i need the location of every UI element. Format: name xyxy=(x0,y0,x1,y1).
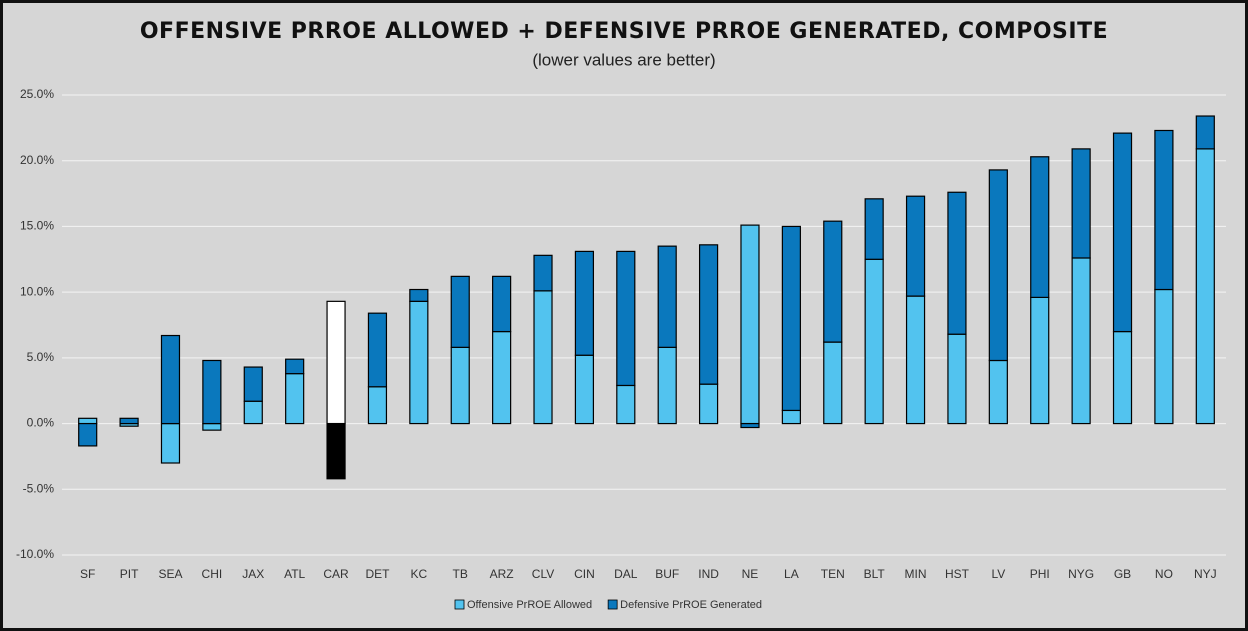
bar-segment xyxy=(119,417,139,425)
bar-segment xyxy=(823,341,843,425)
bar-segment xyxy=(492,330,512,425)
bar-segment xyxy=(492,275,512,333)
bar-segment xyxy=(1030,156,1050,298)
y-tick-label: 20.0% xyxy=(20,153,54,167)
bar-segment xyxy=(202,422,222,431)
x-tick-label: GB xyxy=(1114,567,1131,581)
x-tick-label: LV xyxy=(991,567,1005,581)
chart-title: OFFENSIVE PRROE ALLOWED + DEFENSIVE PRRO… xyxy=(140,19,1108,44)
bar-segment xyxy=(1030,296,1050,425)
bar-segment xyxy=(160,422,181,464)
bar-segment xyxy=(78,417,98,425)
x-tick-label: DET xyxy=(365,567,390,581)
bar-segment xyxy=(781,225,801,412)
x-tick-label: ATL xyxy=(284,567,305,581)
bar-segment xyxy=(1195,115,1215,150)
x-tick-label: JAX xyxy=(242,567,264,581)
bar-segment xyxy=(988,169,1008,362)
x-tick-label: MIN xyxy=(905,567,927,581)
bar-segment xyxy=(450,275,470,348)
x-tick-label: PHI xyxy=(1030,567,1050,581)
x-tick-label: DAL xyxy=(614,567,638,581)
bar-segment xyxy=(1195,148,1215,425)
bar-segment xyxy=(574,250,595,356)
x-tick-label: LA xyxy=(784,567,799,581)
bar-segment xyxy=(326,422,346,480)
y-tick-label: -5.0% xyxy=(23,481,55,495)
x-tick-label: CHI xyxy=(202,567,223,581)
x-tick-label: CIN xyxy=(574,567,595,581)
bar-segment xyxy=(1112,330,1133,425)
x-tick-label: SEA xyxy=(158,567,182,581)
bar-segment xyxy=(740,422,760,429)
x-tick-label: NYG xyxy=(1068,567,1094,581)
bar-segment xyxy=(78,422,98,447)
x-tick-label: NE xyxy=(742,567,759,581)
bar-segment xyxy=(905,195,926,297)
bar-segment xyxy=(781,409,801,425)
y-tick-label: 15.0% xyxy=(20,219,54,233)
x-tick-label: NO xyxy=(1155,567,1173,581)
bar-segment xyxy=(574,354,595,425)
x-tick-label: IND xyxy=(698,567,719,581)
x-tick-label: PIT xyxy=(120,567,139,581)
bar-segment xyxy=(285,373,305,425)
bar-segment xyxy=(202,359,222,425)
x-tick-label: TB xyxy=(453,567,468,581)
legend-label: Offensive PrROE Allowed xyxy=(467,599,592,611)
x-tick-label: BLT xyxy=(864,567,886,581)
bar-segment xyxy=(367,312,388,388)
bar-segment xyxy=(740,224,760,425)
bar-segment xyxy=(1071,257,1091,425)
y-tick-label: 0.0% xyxy=(27,416,55,430)
bar-segment xyxy=(367,386,388,425)
bar-segment xyxy=(616,250,636,387)
chart-subtitle: (lower values are better) xyxy=(532,50,715,69)
bar-segment xyxy=(243,366,263,402)
bar-segment xyxy=(326,300,346,425)
bar-segment xyxy=(1154,288,1174,425)
bar-segment xyxy=(450,346,470,425)
x-tick-label: ARZ xyxy=(490,567,514,581)
bar-segment xyxy=(864,258,884,425)
x-tick-label: CLV xyxy=(532,567,554,581)
y-tick-label: 25.0% xyxy=(20,87,54,101)
bar-segment xyxy=(285,358,305,375)
x-tick-label: NYJ xyxy=(1194,567,1217,581)
y-tick-label: -10.0% xyxy=(16,547,54,561)
bar-segment xyxy=(409,288,429,302)
bar-segment xyxy=(409,300,429,425)
bar-segment xyxy=(698,244,719,385)
bar-segment xyxy=(1154,129,1174,291)
x-tick-label: TEN xyxy=(821,567,845,581)
bar-segment xyxy=(1112,132,1133,333)
bar-segment xyxy=(533,254,553,292)
legend-swatch xyxy=(607,599,618,610)
x-tick-label: BUF xyxy=(655,567,679,581)
bar-segment xyxy=(160,334,181,425)
bar-segment xyxy=(533,290,553,425)
x-tick-label: CAR xyxy=(323,567,349,581)
bar-segment xyxy=(905,295,926,425)
x-tick-label: HST xyxy=(945,567,970,581)
bar-segment xyxy=(823,220,843,343)
bar-segment xyxy=(988,359,1008,425)
y-tick-label: 10.0% xyxy=(20,284,54,298)
bar-segment xyxy=(864,198,884,260)
bar-segment xyxy=(947,333,967,425)
x-tick-label: KC xyxy=(411,567,428,581)
bar-segment xyxy=(657,346,677,425)
bar-segment xyxy=(243,400,263,425)
bar-segment xyxy=(947,191,967,335)
y-tick-label: 5.0% xyxy=(27,350,55,364)
bar-segment xyxy=(657,245,677,348)
bar-segment xyxy=(616,384,636,425)
x-tick-label: SF xyxy=(80,567,95,581)
legend-swatch xyxy=(454,599,465,610)
bar-segment xyxy=(1071,148,1091,259)
bar-segment xyxy=(698,383,719,425)
legend-label: Defensive PrROE Generated xyxy=(620,599,762,611)
